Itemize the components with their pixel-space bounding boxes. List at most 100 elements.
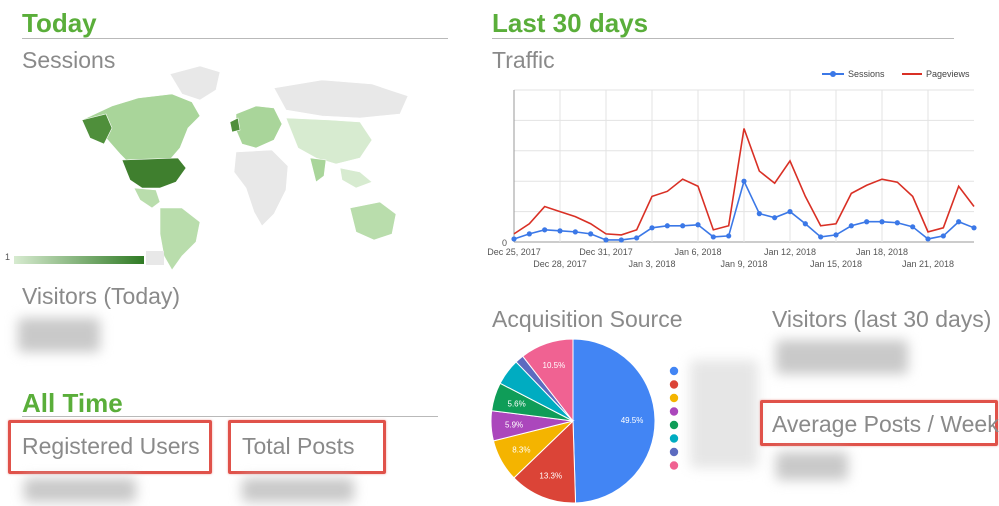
sessions-point[interactable] (940, 233, 946, 239)
map-asia[interactable] (285, 117, 373, 165)
map-color-scale (14, 256, 144, 264)
sessions-point[interactable] (956, 219, 962, 225)
avg-posts-value (776, 452, 848, 480)
sessions-point[interactable] (726, 233, 732, 239)
sessions-point[interactable] (818, 234, 824, 240)
map-scale-min: 1 (5, 252, 11, 262)
sessions-point[interactable] (772, 215, 778, 221)
sessions-title: Sessions (22, 47, 116, 73)
sessions-point[interactable] (894, 220, 900, 226)
sessions-point[interactable] (557, 228, 563, 234)
all-time-divider (22, 416, 438, 417)
legend-sessions-marker (830, 71, 836, 77)
map-russia[interactable] (273, 79, 409, 119)
sessions-world-map[interactable] (60, 58, 420, 273)
legend-dot (669, 393, 679, 403)
map-europe[interactable] (235, 105, 283, 149)
pie-slice-7[interactable] (522, 338, 574, 423)
legend-dot (669, 380, 679, 389)
map-africa[interactable] (233, 149, 289, 227)
traffic-x-tick: Jan 9, 2018 (720, 259, 767, 269)
traffic-legend: Sessions Pageviews (822, 69, 970, 79)
pie-slice-label: 8.3% (512, 446, 530, 455)
today-divider (22, 38, 448, 39)
total-posts-value (242, 478, 354, 502)
pie-slice-1[interactable] (513, 419, 577, 504)
visitors-30d-title: Visitors (last 30 days) (772, 306, 992, 332)
last30-divider (492, 38, 954, 39)
sessions-point[interactable] (664, 223, 670, 229)
traffic-line-chart[interactable]: Sessions Pageviews Dec 25, 2017 Dec 28, 2… (484, 62, 980, 274)
avg-posts-title: Average Posts / Week (772, 411, 999, 437)
registered-users-highlight (8, 420, 212, 474)
sessions-point[interactable] (971, 225, 977, 231)
traffic-title: Traffic (492, 47, 555, 73)
pie-slice-label: 49.5% (621, 416, 644, 425)
visitors-today-value (18, 318, 100, 352)
last30-heading: Last 30 days (492, 8, 649, 38)
pie-slice-label: 13.3% (539, 472, 562, 481)
traffic-x-tick: Dec 25, 2017 (487, 247, 541, 257)
map-greenland[interactable] (169, 65, 221, 101)
pie-slice-0[interactable] (572, 338, 656, 504)
sessions-point[interactable] (864, 219, 870, 225)
acquisition-pie-chart[interactable]: 49.5% 13.3% 8.3% 5.9% 5.6% 10.5% (488, 336, 658, 506)
sessions-point[interactable] (511, 236, 517, 242)
acquisition-legend (669, 366, 679, 470)
map-mexico[interactable] (133, 187, 161, 209)
legend-dot (669, 420, 679, 430)
traffic-grid (513, 89, 974, 243)
legend-dot (669, 366, 679, 376)
pie-slice-label: 10.5% (543, 361, 566, 370)
visitors-today-title: Visitors (Today) (22, 283, 181, 309)
traffic-x-tick: Jan 21, 2018 (902, 259, 954, 269)
sessions-point[interactable] (572, 229, 578, 235)
sessions-point[interactable] (588, 231, 594, 237)
map-no-data-swatch (146, 251, 164, 265)
sessions-point[interactable] (910, 224, 916, 230)
sessions-point[interactable] (649, 225, 655, 231)
traffic-x-tick: Jan 18, 2018 (856, 247, 908, 257)
sessions-point[interactable] (710, 234, 716, 240)
all-time-heading: All Time (22, 388, 123, 418)
traffic-x-tick: Dec 31, 2017 (579, 247, 633, 257)
map-southeast-asia[interactable] (339, 167, 373, 189)
sessions-point[interactable] (695, 222, 701, 228)
acquisition-title: Acquisition Source (492, 306, 683, 332)
sessions-point[interactable] (925, 236, 931, 242)
legend-dot (669, 434, 679, 443)
legend-dot (669, 447, 679, 457)
traffic-x-tick: Jan 6, 2018 (674, 247, 721, 257)
total-posts-highlight (228, 420, 386, 474)
series-line-pageviews[interactable] (513, 128, 975, 236)
sessions-point[interactable] (741, 178, 747, 184)
sessions-point[interactable] (542, 227, 548, 233)
legend-dot (669, 461, 679, 470)
map-south-america[interactable] (159, 207, 201, 271)
today-heading: Today (22, 8, 97, 38)
map-alaska[interactable] (81, 113, 113, 145)
traffic-x-tick: Jan 3, 2018 (628, 259, 675, 269)
map-uk[interactable] (229, 117, 241, 133)
map-india[interactable] (309, 157, 327, 183)
sessions-point[interactable] (756, 211, 762, 217)
registered-users-value (24, 478, 136, 502)
sessions-point[interactable] (634, 235, 640, 241)
sessions-point[interactable] (680, 223, 686, 229)
sessions-point[interactable] (848, 223, 854, 229)
traffic-y-tick-0: 0 (502, 238, 507, 248)
map-usa[interactable] (121, 157, 187, 189)
sessions-point[interactable] (618, 237, 624, 243)
traffic-x-tick: Dec 28, 2017 (533, 259, 587, 269)
traffic-series (511, 128, 977, 243)
traffic-x-tick: Jan 12, 2018 (764, 247, 816, 257)
sessions-point[interactable] (802, 221, 808, 227)
sessions-point[interactable] (879, 219, 885, 225)
sessions-point[interactable] (787, 209, 793, 215)
pie-slice-label: 5.9% (505, 421, 523, 430)
traffic-x-tick: Jan 15, 2018 (810, 259, 862, 269)
sessions-point[interactable] (526, 231, 532, 237)
map-australia[interactable] (349, 201, 397, 241)
sessions-point[interactable] (833, 232, 839, 238)
sessions-point[interactable] (603, 237, 609, 243)
